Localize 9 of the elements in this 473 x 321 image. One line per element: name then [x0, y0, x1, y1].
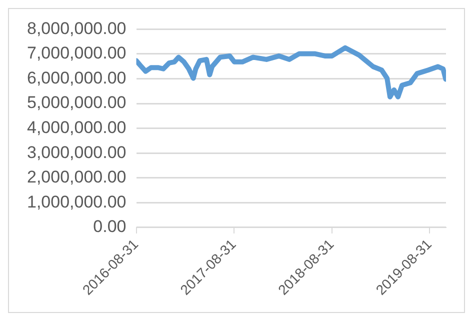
y-tick-label: 8,000,000.00 — [26, 18, 126, 38]
y-tick-label: 5,000,000.00 — [26, 93, 126, 112]
y-tick-label: 0.00 — [93, 217, 126, 236]
y-tick-label: 4,000,000.00 — [26, 118, 126, 138]
y-tick-label: 6,000,000.00 — [26, 68, 126, 88]
y-tick-label: 2,000,000.00 — [26, 168, 126, 187]
y-tick-label: 7,000,000.00 — [26, 44, 126, 63]
y-tick-label: 3,000,000.00 — [26, 142, 126, 162]
y-tick-label: 1,000,000.00 — [26, 192, 126, 212]
